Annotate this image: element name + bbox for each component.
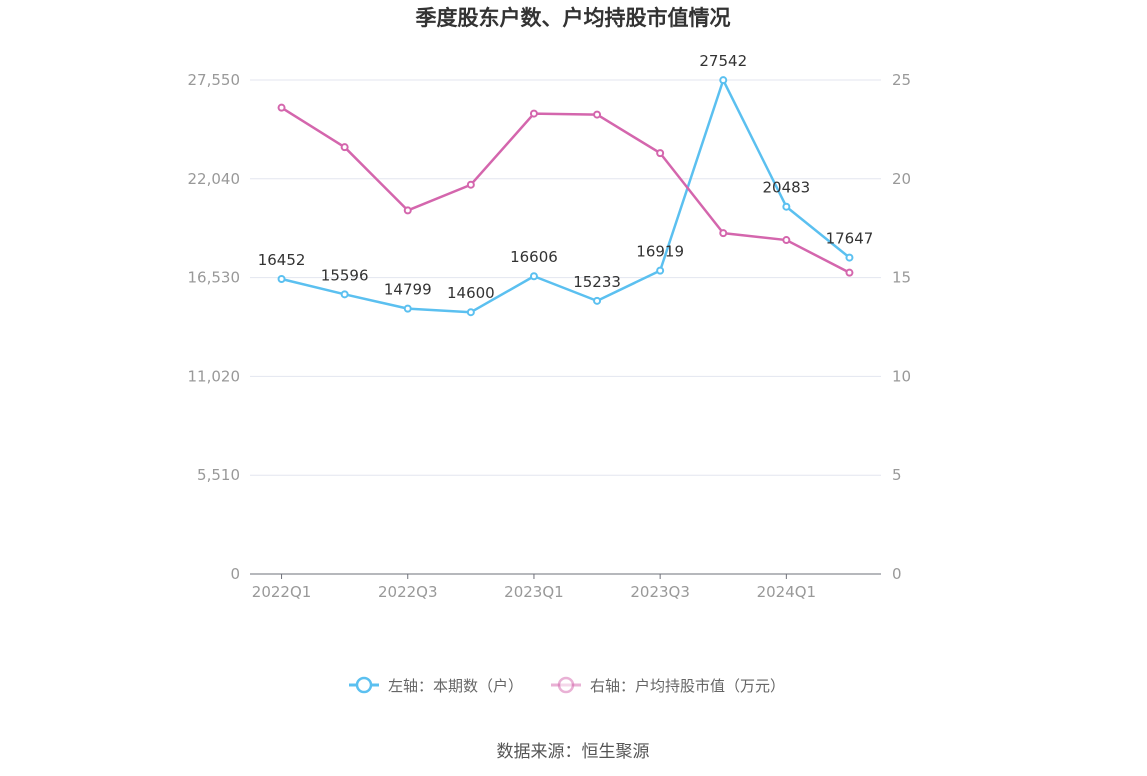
series-avg-market-value [277,103,854,277]
x-tick-label: 2023Q1 [504,583,564,601]
x-tick-label: 2023Q3 [630,583,690,601]
legend-marker-icon [557,676,575,694]
data-label: 16606 [510,248,558,266]
y-right-tick-label: 20 [892,170,911,188]
data-point [593,110,602,119]
data-label: 15233 [573,273,621,291]
data-point [340,143,349,152]
data-point [656,149,665,158]
y-right-tick-label: 15 [892,269,911,287]
data-point [466,180,475,189]
x-tick-label: 2024Q1 [757,583,817,601]
data-point [277,274,286,283]
data-point [845,253,854,262]
legend-label: 右轴：户均持股市值（万元） [590,677,785,695]
data-label: 27542 [699,52,747,70]
legend-marker-icon [355,676,373,694]
y-left-tick-label: 22,040 [188,170,241,188]
y-right-tick-label: 0 [892,565,902,583]
series-shareholder-count: 16452 15596 14799 14600 16606 15233 16919 27542… [258,52,874,317]
data-point [466,308,475,317]
grid-lines [250,79,881,476]
y-right-tick-label: 10 [892,367,911,385]
chart-title: 季度股东户数、户均持股市值情况 [416,6,731,30]
x-tick-label: 2022Q1 [252,583,312,601]
y-right-tick-label: 5 [892,466,902,484]
data-label: 14799 [384,281,432,299]
data-label: 17647 [826,230,874,248]
legend[interactable]: 左轴：本期数（户） 右轴：户均持股市值（万元） [349,676,785,695]
data-label: 16919 [636,243,684,261]
y-right-tick-label: 25 [892,71,911,89]
data-point [719,229,728,238]
legend-label: 左轴：本期数（户） [388,677,523,695]
series-layer: 16452 15596 14799 14600 16606 15233 16919 27542… [258,52,874,317]
y-left-tick-label: 16,530 [188,269,241,287]
y-left-tick-label: 11,020 [188,367,241,385]
data-source: 数据来源：恒生聚源 [497,742,650,762]
x-tick-label: 2022Q3 [378,583,438,601]
y-left-tick-label: 27,550 [188,71,241,89]
data-point [719,76,728,85]
data-point [403,206,412,215]
legend-item[interactable]: 右轴：户均持股市值（万元） [551,676,785,695]
y-left-tick-label: 5,510 [197,466,240,484]
y-left-tick-label: 0 [230,565,240,583]
series-line [281,78,851,314]
legend-item[interactable]: 左轴：本期数（户） [349,676,523,695]
data-label: 14600 [447,284,495,302]
x-axis: 2022Q1 2022Q3 2023Q1 2023Q3 2024Q1 [250,573,881,601]
data-point [340,290,349,299]
data-label: 20483 [762,179,810,197]
y-axis-left: 0 5,510 11,020 16,530 22,040 27,550 [188,71,241,583]
data-point [782,236,791,245]
series-line [280,106,851,274]
data-point [529,272,538,281]
data-point [656,266,665,275]
y-axis-right: 0 5 10 15 20 25 [892,71,911,583]
data-point [593,296,602,305]
data-point [845,268,854,277]
data-point [277,103,286,112]
data-point [782,202,791,211]
data-label: 16452 [258,251,306,269]
data-point [403,304,412,313]
data-label: 15596 [321,266,369,284]
data-point [529,109,538,118]
